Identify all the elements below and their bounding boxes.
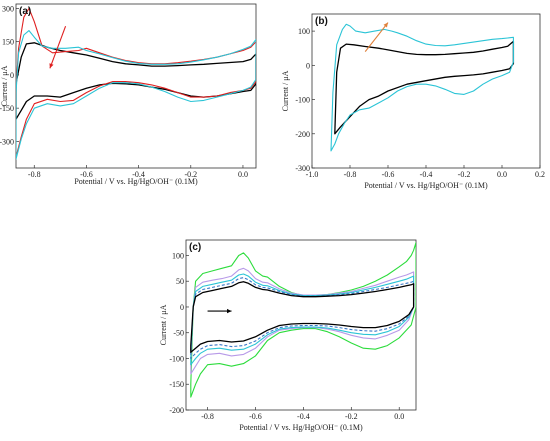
chart-0-arrow-shaft bbox=[49, 25, 67, 69]
chart-1-xtick-label: 0.2 bbox=[535, 170, 545, 179]
chart-0-ytick-label: -150 bbox=[0, 104, 14, 113]
chart-2-ytick-label: -200 bbox=[169, 406, 184, 415]
chart-0-xtick-label: 0.0 bbox=[238, 170, 248, 179]
chart-0-xtick-label: -0.2 bbox=[184, 170, 197, 179]
chart-1-ytick-label: -300 bbox=[295, 164, 310, 173]
chart-2-arrow-head bbox=[227, 308, 232, 314]
chart-0-ytick-label: 0 bbox=[10, 71, 14, 80]
chart-0-xtick-label: -0.4 bbox=[132, 170, 145, 179]
chart-0-series-group bbox=[16, 7, 256, 160]
chart-0-ytick-label: -300 bbox=[0, 137, 14, 146]
chart-1-plot-frame bbox=[311, 13, 541, 169]
chart-1-ytick-label: 0 bbox=[306, 61, 310, 70]
chart-1-xtick-label: -0.4 bbox=[420, 170, 433, 179]
panel-a: -0.8 -0.6 -0.4 -0.2 0.0 300 150 0 -150 -300 Potent… bbox=[0, 3, 257, 186]
chart-2-xaxis-label: Potential / V vs. Hg/HgO/OH⁻ (0.1M) bbox=[239, 423, 363, 432]
chart-1-series-group bbox=[330, 23, 515, 152]
chart-2-xtick-label: 0.0 bbox=[394, 412, 404, 421]
chart-2-series-4-line bbox=[190, 281, 415, 353]
chart-0-plot-frame bbox=[15, 3, 257, 169]
chart-1-arrow-shaft bbox=[364, 22, 389, 52]
chart-2-xtick-label: -0.6 bbox=[249, 412, 262, 421]
chart-2-panel-label: (c) bbox=[189, 242, 201, 253]
chart-2-ytick-label: 50 bbox=[176, 277, 184, 286]
chart-0-yaxis-label: Current / μA bbox=[0, 65, 9, 106]
chart-2-series-3-line bbox=[190, 277, 415, 360]
chart-1-xtick-label: -0.8 bbox=[344, 170, 357, 179]
chart-1-xtick-label: -1.0 bbox=[306, 170, 319, 179]
chart-2-xtick-label: -0.4 bbox=[297, 412, 310, 421]
chart-1-ytick-label: -100 bbox=[295, 96, 310, 105]
chart-0-arrow-head bbox=[49, 63, 54, 69]
chart-2-series-group bbox=[190, 242, 416, 398]
panel-b: -1.0 -0.8 -0.6 -0.4 -0.2 0.0 0.2 100 0 -100 -200 -3… bbox=[281, 13, 545, 190]
chart-1-series-1-line bbox=[330, 23, 514, 152]
chart-2-xtick-label: -0.2 bbox=[345, 412, 358, 421]
chart-2-ytick-label: -150 bbox=[169, 380, 184, 389]
chart-0-series-1-line bbox=[16, 7, 256, 158]
chart-2-ytick-label: 0 bbox=[180, 303, 184, 312]
chart-2-yaxis-label: Current / μA bbox=[159, 304, 168, 345]
panel-c: -0.8 -0.6 -0.4 -0.2 0.0 100 50 0 -50 -100 -150 -200… bbox=[159, 239, 417, 432]
chart-2-plot-frame bbox=[185, 239, 417, 411]
chart-0-ytick-label: 150 bbox=[2, 38, 14, 47]
chart-1-xaxis-label: Potential / V vs. Hg/HgO/OH⁻ (0.1M) bbox=[364, 181, 488, 190]
chart-0-xaxis-label: Potential / V vs. Hg/HgO/OH⁻ (0.1M) bbox=[74, 177, 198, 186]
chart-2-ytick-label: -50 bbox=[173, 329, 184, 338]
chart-1-xtick-label: -0.6 bbox=[382, 170, 395, 179]
chart-2-series-0-line bbox=[190, 242, 416, 398]
chart-0-xtick-label: -0.6 bbox=[80, 170, 93, 179]
chart-1-panel-label: (b) bbox=[315, 16, 328, 27]
chart-2-series-2-line bbox=[190, 273, 415, 366]
chart-1-xtick-label: 0.0 bbox=[497, 170, 507, 179]
chart-2-ytick-label: 100 bbox=[172, 251, 184, 260]
chart-0-ytick-label: 300 bbox=[2, 4, 14, 13]
chart-2-series-1-line bbox=[190, 267, 415, 375]
chart-1-ytick-label: 100 bbox=[298, 27, 310, 36]
chart-1-arrow-head bbox=[383, 22, 388, 28]
chart-0-xtick-label: -0.8 bbox=[28, 170, 41, 179]
chart-1-yaxis-label: Current / μA bbox=[281, 70, 290, 111]
chart-0-panel-label: (a) bbox=[19, 6, 31, 17]
chart-0-series-2-line bbox=[16, 30, 256, 160]
chart-1-ytick-label: -200 bbox=[295, 130, 310, 139]
chart-2-ytick-label: -100 bbox=[169, 354, 184, 363]
chart-0-series-0-line bbox=[16, 42, 256, 120]
chart-1-xtick-label: -0.2 bbox=[458, 170, 471, 179]
chart-2-xtick-label: -0.8 bbox=[201, 412, 214, 421]
chart-1-series-0-line bbox=[334, 40, 515, 135]
